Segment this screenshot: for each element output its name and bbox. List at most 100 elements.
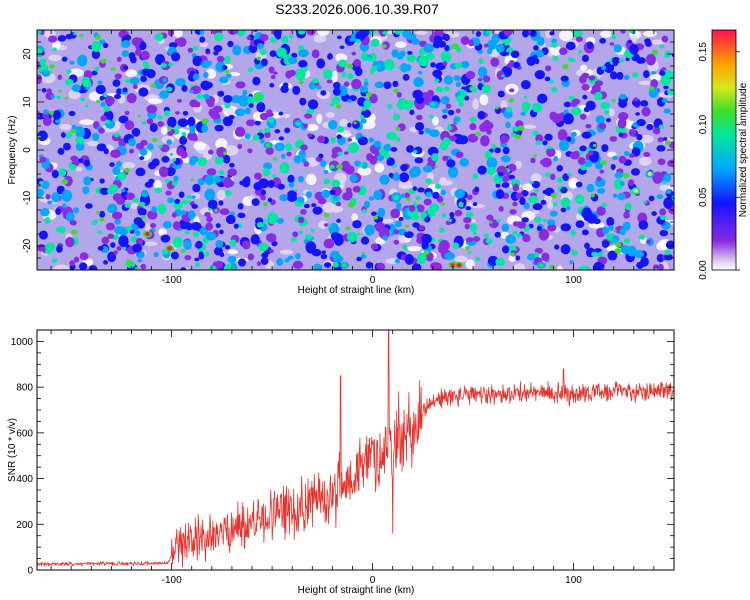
spectrogram-cell <box>337 151 343 156</box>
spectrogram-cell <box>132 84 138 90</box>
spectrogram-cell <box>137 114 142 118</box>
spectrogram-cell <box>385 30 394 35</box>
spectrogram-cell <box>601 202 607 208</box>
spectrogram-cell <box>179 135 188 145</box>
spectrogram-cell <box>51 192 61 203</box>
spectrogram-cell <box>638 234 646 240</box>
spectrogram-cell <box>501 182 510 189</box>
snr-y-tick-label: 400 <box>16 474 33 485</box>
spectrogram-cell <box>456 94 465 103</box>
spectrogram-cell <box>321 189 331 198</box>
spectrogram-cell <box>497 90 505 98</box>
spectrogram-cell <box>303 123 308 129</box>
spectrogram-cell <box>300 209 307 215</box>
spectrogram-cell <box>345 187 352 194</box>
spectrogram-cell <box>131 129 138 135</box>
spectrogram-cell <box>596 252 603 257</box>
spectrogram-cell <box>591 251 598 257</box>
spectrogram-cell <box>237 212 246 219</box>
spectrogram-cell <box>484 150 492 159</box>
spectrogram-cell <box>200 41 208 48</box>
spectrogram-cell <box>352 185 361 193</box>
spectrogram-cell <box>425 178 433 184</box>
spectrogram-cell <box>132 243 143 253</box>
spectrogram-cell <box>663 85 669 90</box>
spectrogram-cell <box>398 216 404 222</box>
spectrogram-cell <box>88 265 98 270</box>
spectrogram-cell <box>328 222 340 236</box>
spectrogram-cell <box>482 75 491 83</box>
spectrogram-cell <box>449 211 455 218</box>
spectrogram-cell <box>223 177 233 188</box>
spectrogram-cell <box>329 189 336 196</box>
spectrogram-cell <box>129 148 135 154</box>
spectrogram-hotspot <box>456 263 462 268</box>
spectrogram-cell <box>306 30 316 36</box>
spectrogram-cell <box>498 206 504 212</box>
spectrogram-cell <box>628 179 635 186</box>
spectrogram-cell <box>227 249 239 255</box>
spectrogram-cell <box>522 124 537 129</box>
spectrogram-cell <box>288 34 294 39</box>
spectrogram-cell <box>185 222 194 231</box>
spectrogram-cell <box>172 221 181 230</box>
spectrogram-cell <box>189 127 196 134</box>
spectrogram-x-tick-label: -100 <box>162 275 182 286</box>
spectrogram-cell <box>415 146 421 151</box>
spectrogram-cell <box>601 240 610 248</box>
spectrogram-cell <box>68 110 76 117</box>
spectrogram-cell <box>55 208 62 216</box>
spectrogram-cell <box>444 252 455 260</box>
spectrogram-cell <box>124 120 135 130</box>
spectrogram-cell <box>134 267 140 270</box>
spectrogram-cell <box>611 32 615 36</box>
spectrogram-hotspot <box>265 143 271 148</box>
spectrogram-cell <box>547 202 554 209</box>
spectrogram-cell <box>127 138 136 147</box>
spectrogram-hotspot <box>167 246 173 251</box>
spectrogram-cell <box>290 237 297 243</box>
spectrogram-cell <box>305 234 313 240</box>
spectrogram-cell <box>192 55 203 67</box>
spectrogram-cell <box>368 196 375 201</box>
spectrogram-cell <box>266 233 277 243</box>
spectrogram-cell <box>508 174 516 180</box>
spectrogram-cell <box>307 99 319 110</box>
spectrogram-cell <box>94 66 100 72</box>
spectrogram-cell <box>505 121 511 129</box>
spectrogram-cell <box>605 117 611 123</box>
spectrogram-cell <box>356 256 362 262</box>
spectrogram-cell <box>199 36 206 43</box>
spectrogram-cell <box>565 206 571 211</box>
spectrogram-cell <box>659 44 665 49</box>
spectrogram-cell <box>267 180 275 188</box>
spectrogram-cell <box>477 66 488 78</box>
spectrogram-cell <box>331 96 341 105</box>
spectrogram-cell <box>166 86 173 92</box>
spectrogram-cell <box>306 124 319 132</box>
spectrogram-cell <box>628 153 635 158</box>
spectrogram-cell <box>114 94 121 100</box>
spectrogram-cell <box>187 131 198 141</box>
spectrogram-cell <box>261 252 269 259</box>
spectrogram-cell <box>438 179 453 186</box>
spectrogram-cell <box>223 145 239 156</box>
spectrogram-cell <box>256 42 264 50</box>
spectrogram-cell <box>412 149 418 154</box>
spectrogram-cell <box>318 153 324 159</box>
spectrogram-cell <box>454 188 466 199</box>
spectrogram-x-label: Height of straight line (km) <box>298 285 415 296</box>
spectrogram-cell <box>165 190 172 196</box>
spectrogram-cell <box>636 261 644 269</box>
spectrogram-cell <box>116 56 122 63</box>
spectrogram-cell <box>135 230 141 236</box>
spectrogram-cell <box>336 163 343 170</box>
spectrogram-cell <box>636 133 643 141</box>
spectrogram-cell <box>124 202 131 208</box>
spectrogram-cell <box>365 91 373 98</box>
spectrogram-cell <box>326 79 333 84</box>
spectrogram-cell <box>169 152 174 156</box>
spectrogram-cell <box>271 174 277 178</box>
spectrogram-cell <box>410 166 421 177</box>
spectrogram-cell <box>125 225 133 232</box>
